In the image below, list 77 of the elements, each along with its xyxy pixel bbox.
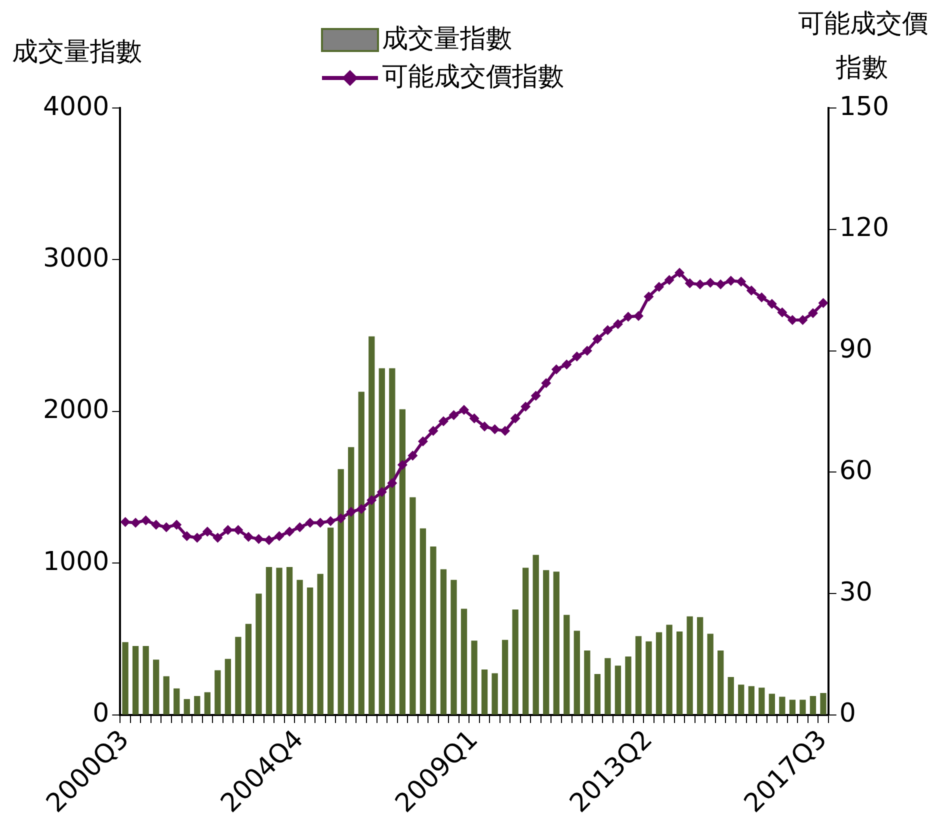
bar <box>266 567 272 714</box>
bar <box>142 646 149 714</box>
bar <box>512 610 518 714</box>
y-axis-title: 成交量指數 <box>12 36 142 69</box>
bar <box>317 574 324 714</box>
bar <box>584 650 590 714</box>
bar <box>635 636 642 714</box>
y-tick-label: 4000 <box>42 92 110 122</box>
bar <box>718 650 724 714</box>
y2-tick-label: 90 <box>839 334 872 365</box>
bar <box>748 686 754 714</box>
bar <box>440 569 447 714</box>
bar <box>296 580 303 714</box>
y2-tick-label: 0 <box>839 698 856 729</box>
legend-label: 可能成交價指數 <box>382 62 564 92</box>
bar <box>553 572 560 714</box>
bar <box>666 624 672 714</box>
bar <box>543 570 550 714</box>
y2-tick-label: 60 <box>839 456 872 486</box>
bar <box>204 692 210 714</box>
bar <box>594 674 601 714</box>
bar <box>564 614 570 714</box>
bar <box>450 580 457 714</box>
y-tick-label: 1000 <box>42 546 110 577</box>
bar <box>256 594 262 714</box>
bar <box>779 696 786 714</box>
bar <box>800 700 806 714</box>
bar <box>460 608 468 714</box>
bar <box>235 636 242 714</box>
y2-tick-label: 30 <box>839 577 872 608</box>
bar <box>758 688 765 714</box>
bar <box>286 567 293 714</box>
y2-tick-label: 120 <box>839 213 890 244</box>
bar <box>625 656 632 714</box>
bar <box>738 684 744 714</box>
bar <box>245 624 252 714</box>
bar <box>502 640 508 714</box>
bar <box>768 694 775 714</box>
bar <box>522 568 529 714</box>
bar <box>214 670 221 714</box>
bar <box>614 666 622 714</box>
bar <box>820 692 826 714</box>
bar <box>492 673 498 714</box>
bar <box>574 630 580 714</box>
legend-label: 成交量指數 <box>382 24 512 54</box>
y-tick-label: 2000 <box>42 395 110 426</box>
bar <box>122 642 128 714</box>
y2-axis-title: 可能成交價指數 <box>797 8 928 85</box>
bar <box>163 676 170 714</box>
bar <box>471 640 478 714</box>
bar <box>676 632 683 714</box>
bar <box>399 409 406 714</box>
bar <box>728 677 734 714</box>
bar <box>707 634 714 714</box>
bar <box>420 528 426 714</box>
bar <box>153 660 160 714</box>
bar <box>410 497 416 714</box>
bar <box>789 700 796 714</box>
bar <box>696 617 704 714</box>
bar <box>686 616 693 714</box>
y-tick-label: 0 <box>92 698 110 729</box>
bar <box>810 696 816 714</box>
bar <box>306 588 314 714</box>
bar <box>194 696 200 714</box>
bar <box>532 554 539 714</box>
bar <box>656 632 662 714</box>
bar <box>132 646 139 714</box>
bar <box>646 641 652 714</box>
bar <box>184 699 190 714</box>
bar <box>224 658 232 714</box>
bar <box>604 658 611 714</box>
y-tick-label: 3000 <box>42 243 110 274</box>
bar <box>276 568 282 714</box>
y2-tick-label: 150 <box>839 92 890 122</box>
bar <box>174 688 180 714</box>
bar <box>481 669 488 714</box>
bar <box>430 546 436 714</box>
